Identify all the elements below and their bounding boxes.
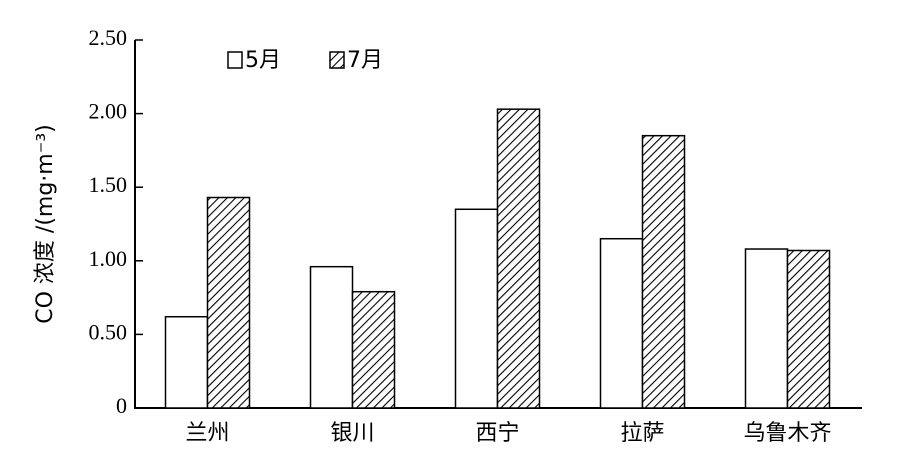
bar bbox=[309, 265, 354, 409]
y-tick-label: 2.00 bbox=[89, 99, 128, 124]
y-tick-label: 2.50 bbox=[89, 25, 128, 50]
bar bbox=[351, 290, 396, 409]
bar bbox=[786, 249, 831, 409]
x-tick-label: 兰州 bbox=[185, 421, 229, 446]
bar bbox=[599, 237, 644, 409]
legend-swatch bbox=[329, 51, 345, 69]
x-tick-label: 银川 bbox=[330, 421, 374, 446]
bar bbox=[744, 248, 789, 409]
legend-swatch bbox=[227, 51, 243, 69]
bar bbox=[206, 196, 251, 409]
y-tick-label: 1.50 bbox=[89, 172, 128, 197]
bar bbox=[641, 134, 686, 409]
legend-label: 5月 bbox=[245, 48, 281, 73]
bar bbox=[164, 315, 209, 409]
y-tick-label: 1.00 bbox=[89, 246, 128, 271]
x-tick-label: 拉萨 bbox=[620, 421, 664, 446]
bar bbox=[454, 208, 499, 409]
y-tick-label: 0.50 bbox=[89, 319, 128, 344]
bar bbox=[496, 108, 541, 409]
x-tick-label: 西宁 bbox=[475, 421, 519, 446]
y-axis-label: CO 浓度 /(mg·m⁻³) bbox=[33, 124, 58, 324]
legend-label: 7月 bbox=[347, 48, 383, 73]
x-tick-label: 乌鲁木齐 bbox=[743, 421, 831, 446]
y-tick-label: 0 bbox=[116, 393, 127, 418]
